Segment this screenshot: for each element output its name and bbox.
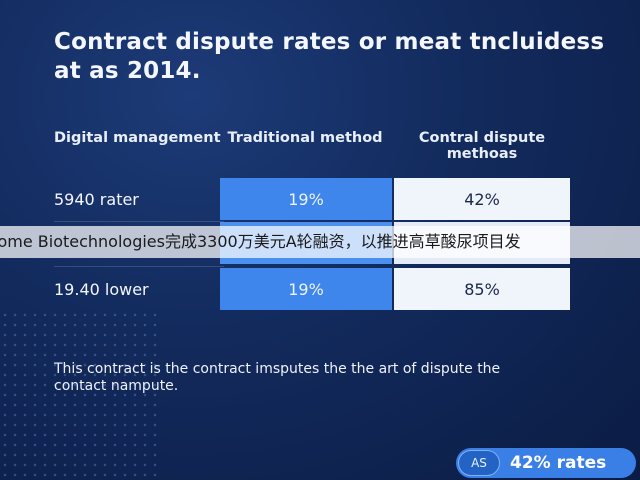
table-cell-traditional: 19% — [220, 268, 392, 310]
dot-pattern-decoration — [0, 310, 160, 480]
news-ticker-banner: vome Biotechnologies完成3300万美元A轮融资，以推进高草酸… — [0, 226, 640, 258]
column-header-digital-management: Digital management — [54, 130, 221, 146]
footnote-text: This contract is the contract imsputes t… — [54, 361, 501, 394]
row-label: 5940 rater — [54, 190, 139, 209]
column-header-contral-dispute-methods: Contral dispute methoas — [418, 130, 546, 162]
row-divider — [54, 221, 224, 222]
table-cell-contral: 85% — [394, 268, 570, 310]
page-title: Contract dispute rates or meat tncluides… — [54, 29, 605, 84]
column-header-traditional-method: Traditional method — [227, 130, 383, 146]
badge-code: AS — [458, 450, 500, 476]
badge-text: 42% rates — [510, 453, 607, 473]
table-cell-contral: 42% — [394, 178, 570, 220]
row-divider — [54, 266, 224, 267]
rate-badge: AS 42% rates — [456, 448, 636, 478]
row-label: 19.40 lower — [54, 280, 149, 299]
news-ticker-text: vome Biotechnologies完成3300万美元A轮融资，以推进高草酸… — [0, 232, 521, 251]
table-cell-traditional: 19% — [220, 178, 392, 220]
